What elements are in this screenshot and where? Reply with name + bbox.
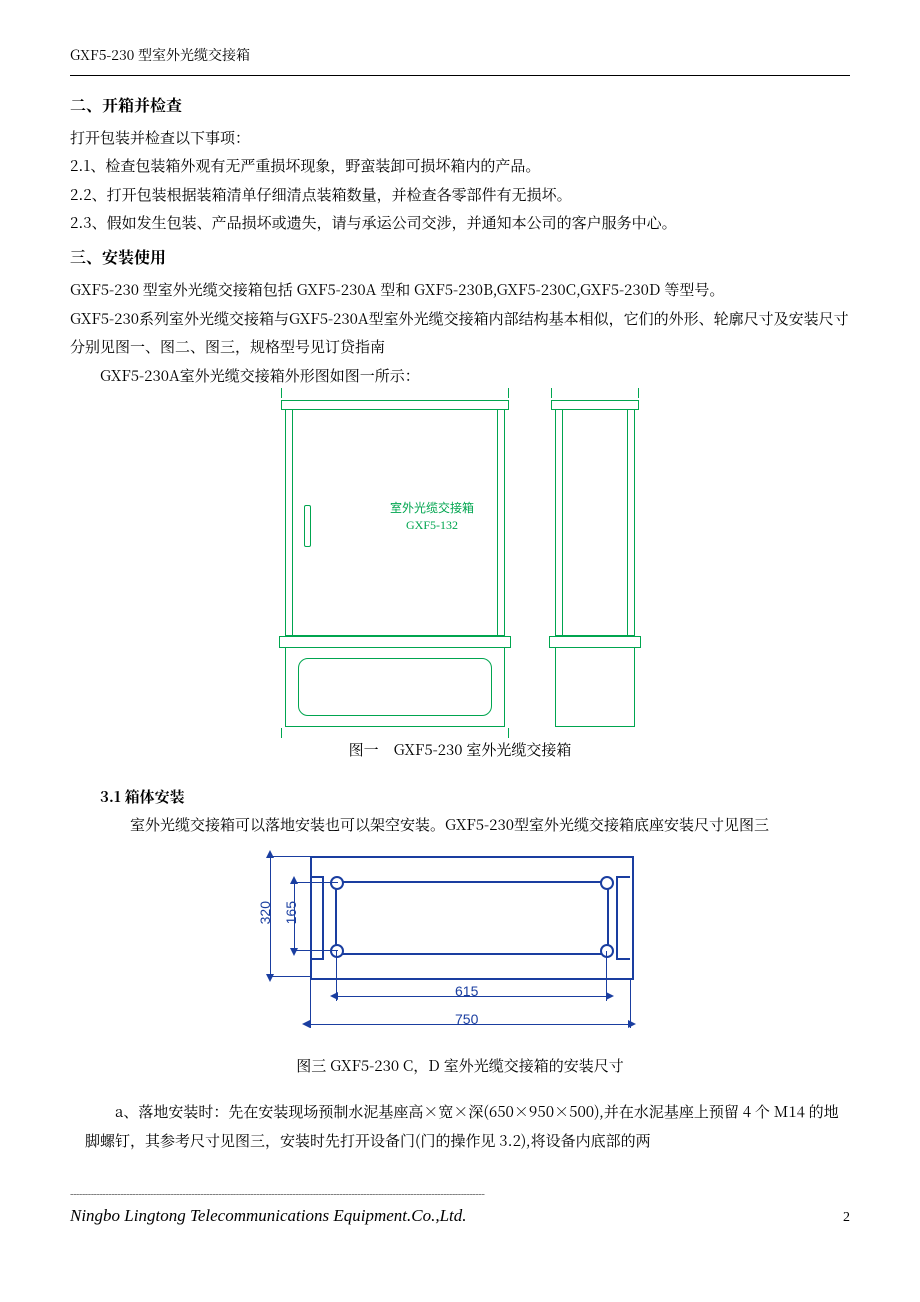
door-handle-icon	[304, 505, 311, 547]
cabinet-door-label: 室外光缆交接箱 GXF5-132	[390, 500, 474, 534]
subsection-3-1-p1: 室外光缆交接箱可以落地安装也可以架空安装。GXF5-230型室外光缆交接箱底座安…	[100, 811, 850, 840]
figure-1-caption: 图一 GXF5-230 室外光缆交接箱	[70, 736, 850, 765]
install-step-a: a、落地安装时：先在安装现场预制水泥基座高×宽×深(650×950×500),并…	[85, 1098, 850, 1155]
section-2-intro: 打开包装并检查以下事项：	[70, 124, 850, 153]
figure-3-caption: 图三 GXF5-230 C，D 室外光缆交接箱的安装尺寸	[70, 1052, 850, 1081]
section-2-heading: 二、开箱并检查	[70, 90, 850, 120]
dim-outer-width: 750	[455, 1006, 478, 1033]
page-footer: Ningbo Lingtong Telecommunications Equip…	[70, 1200, 850, 1232]
figure-3: 615 750 320 165	[70, 846, 850, 1046]
section-3-heading: 三、安装使用	[70, 242, 850, 272]
section-2-item-1: 2.1、检查包装箱外观有无严重损坏现象，野蛮装卸可损坏箱内的产品。	[70, 152, 850, 181]
door-label-line2: GXF5-132	[390, 517, 474, 534]
page: GXF5-230 型室外光缆交接箱 二、开箱并检查 打开包装并检查以下事项： 2…	[0, 0, 920, 1253]
cabinet-side-view	[555, 400, 635, 730]
dim-inner-width: 615	[455, 978, 478, 1005]
section-3-p1: GXF5-230 型室外光缆交接箱包括 GXF5-230A 型和 GXF5-23…	[70, 276, 850, 305]
footer-company: Ningbo Lingtong Telecommunications Equip…	[70, 1200, 467, 1232]
dim-outer-height: 320	[252, 901, 279, 924]
mount-hole-icon	[600, 876, 614, 890]
subsection-3-1-heading: 3.1 箱体安装	[100, 783, 850, 812]
base-inner-outline	[335, 881, 609, 955]
running-header: GXF5-230 型室外光缆交接箱	[70, 42, 850, 76]
mount-hole-icon	[600, 944, 614, 958]
figure-1: 室外光缆交接箱 GXF5-132	[70, 400, 850, 730]
door-label-line1: 室外光缆交接箱	[390, 500, 474, 517]
page-number: 2	[843, 1205, 850, 1232]
section-2-item-2: 2.2、打开包装根据装箱清单仔细清点装箱数量，并检查各零部件有无损坏。	[70, 181, 850, 210]
mount-hole-icon	[330, 944, 344, 958]
section-2-item-3: 2.3、假如发生包装、产品损坏或遗失，请与承运公司交涉，并通知本公司的客户服务中…	[70, 209, 850, 238]
dim-inner-height: 165	[278, 901, 305, 924]
cabinet-front-view: 室外光缆交接箱 GXF5-132	[285, 400, 505, 730]
mount-hole-icon	[330, 876, 344, 890]
section-3-p2: GXF5-230系列室外光缆交接箱与GXF5-230A型室外光缆交接箱内部结构基…	[70, 305, 850, 362]
section-3-p3: GXF5-230A室外光缆交接箱外形图如图一所示：	[115, 362, 850, 391]
